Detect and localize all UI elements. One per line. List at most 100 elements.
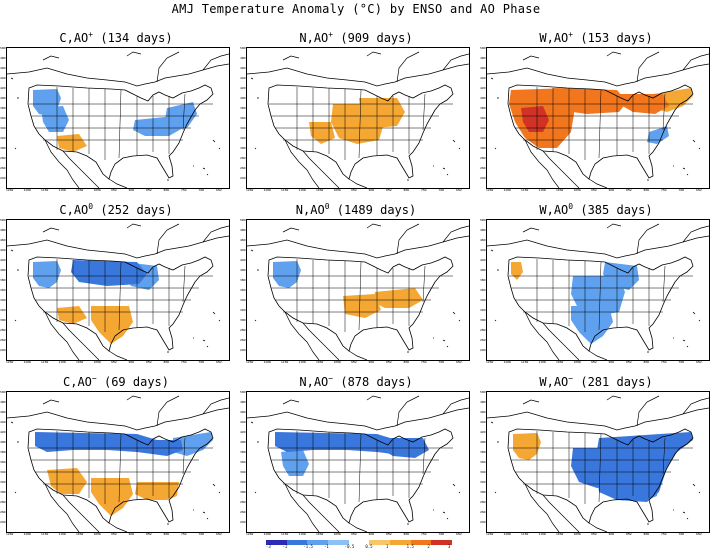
coastline [348,522,368,532]
map-panel: N,AO− (878 days) 50N 48N 46N 44N 42N 40N 38N 36N… [240,374,472,546]
longitude-tick-label: 70W [438,360,444,364]
map-panel: W,AO+ (153 days) 50N 48N 46N 44N 42N 40N 38N 36N… [480,30,712,202]
colorbar-label: 1 [386,544,389,549]
longitude-tick-label: 75W [181,188,187,192]
latitude-tick-label: 36N [240,116,246,120]
latitude-tick-label: 26N [480,166,486,170]
latitude-tick-label: 26N [240,338,246,342]
latitude-tick-label: 38N [240,450,246,454]
anomaly-region-texas [571,306,613,344]
coastline [636,395,660,427]
coastline [284,483,320,532]
map-svg [247,51,469,188]
coastline [682,397,709,415]
longitude-tick-label: 85W [386,360,392,364]
panel-enso-label: N [299,31,307,45]
latitude-tick-label: 36N [0,288,6,292]
longitude-tick-label: 75W [421,188,427,192]
panel-enso-label: W [539,203,547,217]
conus-outline [507,84,694,180]
latitude-tick-label: 36N [0,460,6,464]
latitude-tick-label: 34N [0,126,6,130]
latitude-tick-label: 38N [480,278,486,282]
latitude-tick-label: 32N [480,480,486,484]
latitude-tick-label: 42N [480,430,486,434]
latitude-tick-label: 30N [240,146,246,150]
map-svg [7,51,229,188]
map-svg [7,223,229,360]
island-coastline [250,249,461,353]
coastline [522,399,540,405]
longitude-tick-label: 80W [163,188,169,192]
anomaly-region-ohio-valley [373,288,423,308]
longitude-tick-label: 90W [368,532,374,536]
latitude-tick-label: 34N [240,470,246,474]
temperature-anomaly-map [6,47,230,189]
colorbar-label: 2 [427,544,430,549]
latitude-tick-label: 32N [480,136,486,140]
latitude-tick-label: 24N [240,348,246,352]
coastline [156,395,180,427]
state-boundary [118,89,122,159]
anomaly-region-northwest-coast [511,262,523,280]
coastline [588,350,608,360]
coastline [282,55,300,61]
latitude-tick-label: 28N [480,328,486,332]
longitude-tick-label: 100W [573,532,581,536]
latitude-tick-labels: 50N 48N 46N 44N 42N 40N 38N 36N 34N 32N 30N 28N 26N 2… [240,391,246,531]
longitude-tick-label: 125W [486,188,494,192]
state-boundary [358,89,362,159]
colorbar-swatch [286,540,308,545]
map-svg [247,395,469,532]
temperature-anomaly-map [486,219,710,361]
panel-ao-phase: 0 [568,202,574,211]
latitude-tick-label: 44N [240,76,246,80]
anomaly-region-ohio-valley [133,116,183,136]
coastline [247,63,469,87]
latitude-tick-label: 44N [480,420,486,424]
longitude-tick-label: 125W [486,532,494,536]
anomaly-region-northern-plains [71,260,147,286]
longitude-tick-label: 90W [128,188,134,192]
longitude-tick-label: 115W [281,532,289,536]
colorbar-swatch [390,540,412,545]
longitude-tick-label: 95W [111,188,117,192]
latitude-tick-label: 26N [0,338,6,342]
panel-title: N,AO− (878 days) [299,374,413,389]
map-svg [487,223,709,360]
latitude-tick-label: 50N [480,218,486,222]
longitude-tick-label: 95W [351,188,357,192]
longitude-tick-label: 115W [41,188,49,192]
coastline [682,53,709,71]
coastline [108,350,128,360]
coastline [62,322,100,360]
coastline [7,407,229,431]
anomaly-region-southeast [135,482,179,500]
coastline [44,311,80,360]
latitude-tick-label: 48N [240,228,246,232]
panel-day-count: (1489 days) [329,203,417,217]
coastline [42,55,60,61]
colorbar-swatch [369,540,391,545]
anomaly-region-texas [91,306,133,344]
longitude-tick-label: 120W [503,360,511,364]
panel-title: W,AO0 (385 days) [539,202,653,217]
anomaly-region-great-basin [521,106,549,132]
longitude-tick-label: 65W [456,360,462,364]
figure-title: AMJ Temperature Anomaly (°C) by ENSO and… [171,2,541,16]
coastline [542,494,580,532]
colorbar-swatch [307,540,329,545]
coastline [348,350,368,360]
latitude-tick-label: 24N [0,348,6,352]
longitude-tick-label: 100W [573,360,581,364]
latitude-tick-labels: 50N 48N 46N 44N 42N 40N 38N 36N 34N 32N 30N 28N 26N 2… [480,47,486,187]
latitude-tick-label: 26N [240,166,246,170]
longitude-tick-label: 120W [23,360,31,364]
coastline [522,227,540,233]
latitude-tick-label: 30N [480,146,486,150]
colorbar-label: 3 [448,544,451,549]
longitude-tick-label: 65W [216,360,222,364]
longitude-tick-label: 125W [486,360,494,364]
longitude-tick-label: 75W [661,532,667,536]
coastline [108,178,128,188]
